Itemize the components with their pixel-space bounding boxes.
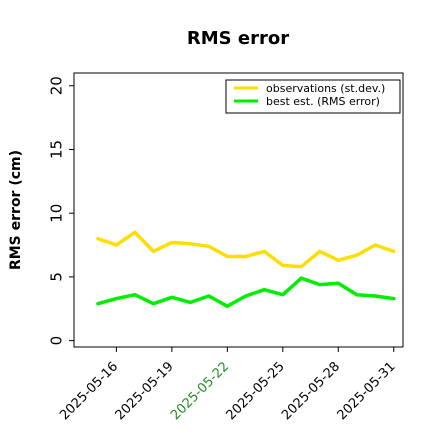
y-tick-label: 10 (47, 204, 65, 223)
legend-label-observations: observations (st.dev.) (266, 82, 385, 95)
legend-label-best-estimate: best est. (RMS error) (266, 95, 380, 108)
x-axis: 2025-05-162025-05-192025-05-222025-05-25… (57, 347, 399, 423)
y-tick-label: 20 (47, 76, 65, 95)
y-axis: 0 5 10 15 20 (47, 76, 74, 345)
x-tick-label: 2025-05-28 (279, 359, 343, 423)
legend-box (225, 79, 401, 114)
plot-area (73, 72, 404, 348)
x-tick-label: 2025-05-22 (168, 359, 232, 423)
y-tick-label: 0 (47, 336, 65, 346)
y-tick-label: 15 (47, 140, 65, 159)
series-lines (96, 230, 396, 308)
series-line-observations (96, 230, 396, 269)
y-axis-label: RMS error (cm) (8, 150, 24, 270)
x-tick-label: 2025-05-25 (224, 359, 288, 423)
series-line-best-estimate (96, 276, 396, 308)
x-tick-label: 2025-05-16 (57, 359, 121, 423)
x-tick-label: 2025-05-19 (113, 359, 177, 423)
chart-title: RMS error (187, 28, 289, 49)
y-tick-label: 5 (47, 272, 65, 282)
x-tick-label: 2025-05-31 (335, 359, 399, 423)
legend: observations (st.dev.) best est. (RMS er… (225, 79, 401, 114)
